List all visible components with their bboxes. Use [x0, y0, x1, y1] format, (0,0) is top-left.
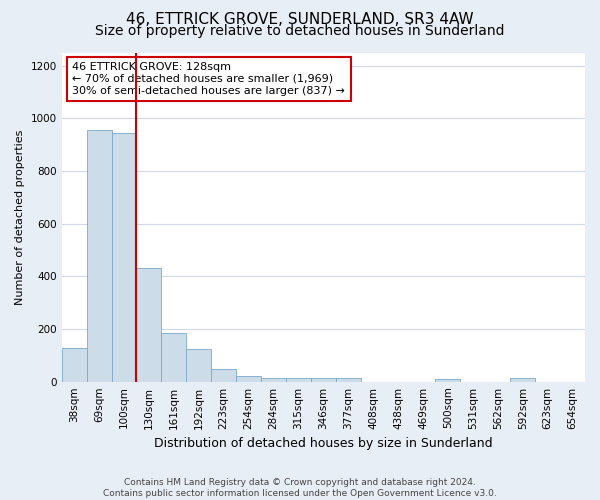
Bar [311, 378, 336, 382]
Bar [211, 370, 236, 382]
Text: 46 ETTRICK GROVE: 128sqm
← 70% of detached houses are smaller (1,969)
30% of sem: 46 ETTRICK GROVE: 128sqm ← 70% of detach… [72, 62, 345, 96]
Bar [286, 378, 311, 382]
Text: 46, ETTRICK GROVE, SUNDERLAND, SR3 4AW: 46, ETTRICK GROVE, SUNDERLAND, SR3 4AW [126, 12, 474, 28]
Bar [161, 333, 186, 382]
Text: Size of property relative to detached houses in Sunderland: Size of property relative to detached ho… [95, 24, 505, 38]
Y-axis label: Number of detached properties: Number of detached properties [15, 130, 25, 305]
Text: Contains HM Land Registry data © Crown copyright and database right 2024.
Contai: Contains HM Land Registry data © Crown c… [103, 478, 497, 498]
Bar [112, 133, 136, 382]
Bar [236, 376, 261, 382]
Bar [336, 378, 361, 382]
Bar [261, 378, 286, 382]
Bar [510, 378, 535, 382]
Bar [136, 268, 161, 382]
Bar [86, 130, 112, 382]
X-axis label: Distribution of detached houses by size in Sunderland: Distribution of detached houses by size … [154, 437, 493, 450]
Bar [62, 348, 86, 382]
Bar [186, 349, 211, 382]
Bar [436, 378, 460, 382]
